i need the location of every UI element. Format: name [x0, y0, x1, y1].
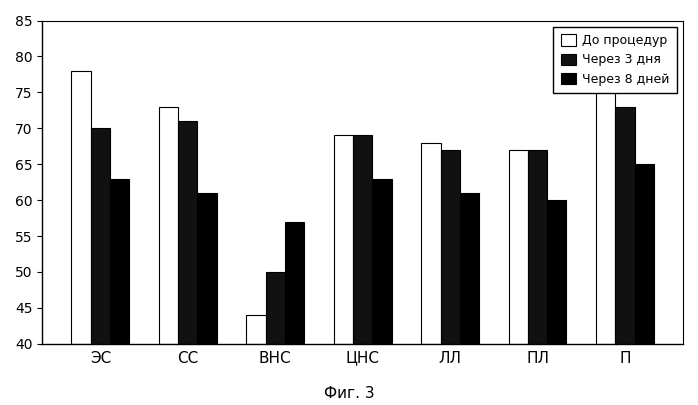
Bar: [159, 107, 178, 344]
Bar: [460, 193, 479, 344]
Bar: [528, 150, 547, 344]
Bar: [285, 222, 304, 344]
Bar: [266, 272, 285, 344]
Bar: [178, 121, 198, 344]
Bar: [547, 200, 567, 344]
Bar: [509, 150, 528, 344]
Bar: [634, 164, 654, 344]
Bar: [422, 143, 440, 344]
Bar: [91, 128, 110, 344]
Bar: [198, 193, 216, 344]
Bar: [246, 315, 266, 344]
Bar: [71, 71, 91, 344]
Bar: [440, 150, 460, 344]
Bar: [110, 179, 129, 344]
Legend: До процедур, Через 3 дня, Через 8 дней: До процедур, Через 3 дня, Через 8 дней: [553, 27, 677, 93]
Bar: [616, 107, 634, 344]
Bar: [353, 135, 372, 344]
Text: Фиг. 3: Фиг. 3: [324, 386, 374, 401]
Bar: [372, 179, 392, 344]
Bar: [334, 135, 353, 344]
Bar: [596, 64, 616, 344]
